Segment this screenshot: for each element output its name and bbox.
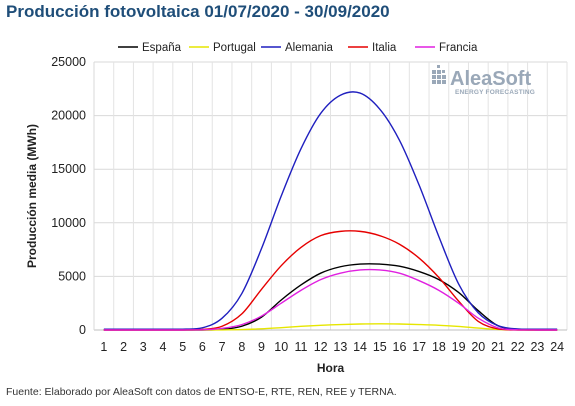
- brand-icon-square: [432, 80, 436, 84]
- y-tick-label: 20000: [51, 109, 86, 123]
- x-tick-label: 11: [294, 340, 307, 354]
- brand-icon-square: [442, 75, 446, 79]
- x-axis-title: Hora: [317, 361, 345, 375]
- x-tick-label: 8: [238, 340, 245, 354]
- x-tick-label: 14: [353, 340, 367, 354]
- x-tick-label: 24: [550, 340, 564, 354]
- legend-label: Italia: [372, 42, 397, 54]
- brand-icon-square: [437, 80, 441, 84]
- y-tick-label: 5000: [58, 269, 86, 283]
- brand-icon-square: [437, 65, 440, 68]
- x-tick-label: 21: [491, 340, 505, 354]
- y-tick-label: 15000: [51, 162, 86, 176]
- brand-icon-square: [437, 70, 441, 74]
- brand-icon-square: [442, 80, 446, 84]
- x-tick-label: 18: [432, 340, 446, 354]
- brand-name: AleaSoft: [450, 68, 531, 90]
- legend-item: Italia: [348, 42, 397, 54]
- legend-item: Portugal: [189, 42, 256, 54]
- legend-label: España: [142, 42, 182, 54]
- aleasoft-logo: AleaSoft ENERGY FORECASTING: [432, 65, 535, 96]
- source-note: Fuente: Elaborado por AleaSoft con datos…: [6, 386, 397, 398]
- x-tick-label: 9: [258, 340, 265, 354]
- x-tick-label: 23: [530, 340, 544, 354]
- x-tick-labels: 1 2 3 4 5 6 7 8 9 10 11 12 13 14 15 16 17 18 19 20 21 22 23 24: [100, 340, 564, 354]
- x-tick-label: 16: [393, 340, 407, 354]
- grid: [93, 61, 568, 331]
- legend: España Portugal Alemania Italia Francia: [118, 42, 478, 54]
- brand-icon-square: [437, 75, 441, 79]
- y-tick-labels: 0 5000 10000 15000 20000 25000: [51, 55, 86, 337]
- x-tick-label: 3: [140, 340, 147, 354]
- y-axis-title: Producción media (MWh): [25, 124, 39, 268]
- x-tick-label: 4: [160, 340, 167, 354]
- brand-icon-square: [432, 75, 436, 79]
- x-tick-label: 10: [274, 340, 288, 354]
- series-line-francia: [103, 268, 558, 331]
- legend-item: España: [118, 42, 182, 54]
- y-tick-label: 10000: [51, 216, 86, 230]
- x-tick-label: 12: [314, 340, 328, 354]
- brand-tagline: ENERGY FORECASTING: [455, 89, 535, 96]
- series-lines: [103, 91, 558, 331]
- grid-dots-icon: [432, 65, 446, 84]
- chart-title: Producción fotovoltaica 01/07/2020 - 30/…: [6, 2, 390, 21]
- y-tick-label: 25000: [51, 55, 86, 69]
- x-tick-label: 20: [471, 340, 485, 354]
- x-tick-label: 1: [100, 340, 107, 354]
- legend-label: Francia: [439, 42, 478, 54]
- legend-label: Portugal: [213, 42, 256, 54]
- y-tick-label: 0: [79, 323, 86, 337]
- x-tick-label: 5: [179, 340, 186, 354]
- legend-label: Alemania: [285, 42, 334, 54]
- x-tick-label: 13: [333, 340, 347, 354]
- brand-icon-square: [432, 70, 436, 74]
- legend-item: Francia: [415, 42, 478, 54]
- legend-item: Alemania: [261, 42, 334, 54]
- x-tick-label: 17: [412, 340, 426, 354]
- x-tick-label: 19: [452, 340, 466, 354]
- x-tick-label: 6: [199, 340, 206, 354]
- series-line-alemania: [103, 91, 558, 330]
- x-tick-label: 22: [511, 340, 525, 354]
- brand-icon-square: [442, 70, 445, 73]
- x-tick-label: 2: [120, 340, 127, 354]
- x-tick-label: 7: [219, 340, 226, 354]
- x-tick-label: 15: [373, 340, 387, 354]
